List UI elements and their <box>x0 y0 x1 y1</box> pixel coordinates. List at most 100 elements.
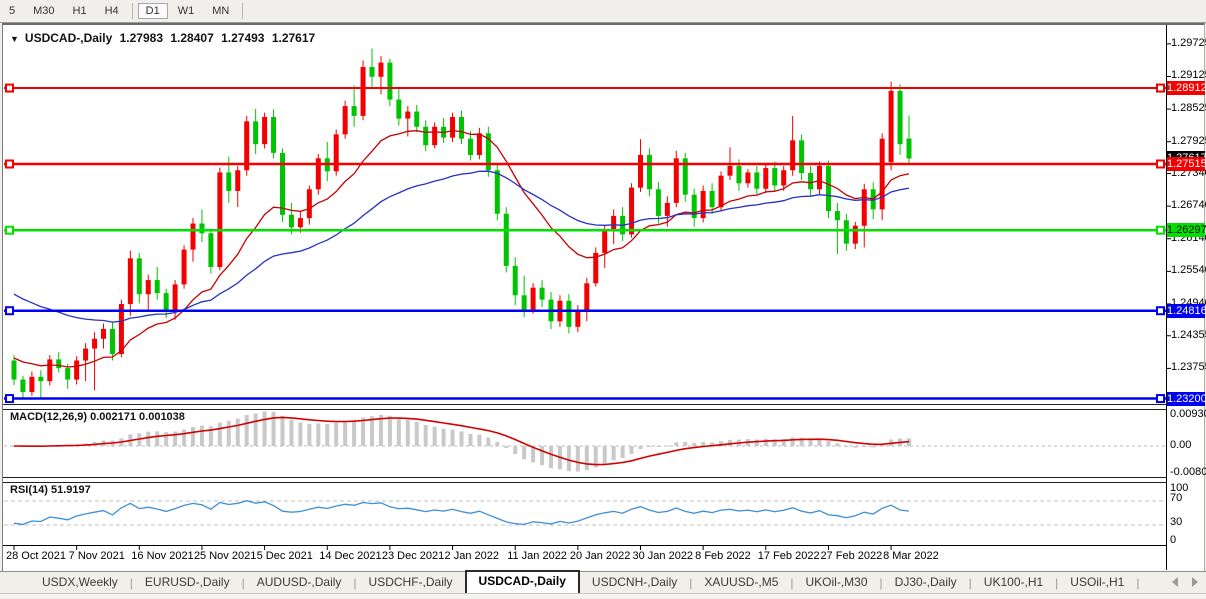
hline-handle[interactable] <box>5 159 14 169</box>
candle-body <box>217 172 223 268</box>
hline-handle[interactable] <box>1156 159 1165 169</box>
chart-tab-USDCAD-Daily[interactable]: USDCAD-,Daily <box>464 570 580 593</box>
candle-body <box>136 258 142 295</box>
macd-histogram-bar <box>692 442 697 446</box>
macd-histogram-bar <box>781 438 786 446</box>
hline-handle[interactable] <box>1156 83 1165 93</box>
candle-body <box>584 283 590 311</box>
timeframe-button-H1[interactable]: H1 <box>72 5 87 17</box>
candle-body <box>172 284 178 312</box>
macd-histogram-bar <box>468 433 473 446</box>
candle-body <box>288 214 294 228</box>
macd-histogram-bar <box>880 444 885 446</box>
macd-histogram-bar <box>325 424 330 446</box>
candle-body <box>208 233 214 268</box>
rsi-indicator-label: RSI(14) 51.9197 <box>10 484 91 496</box>
chart-tab-USDX-Weekly[interactable]: USDX,Weekly <box>42 575 118 589</box>
chart-tab-UK100-H1[interactable]: UK100-,H1 <box>983 575 1044 589</box>
macd-histogram-bar <box>334 422 339 446</box>
macd-histogram-bar <box>763 438 768 446</box>
candle-body <box>432 126 438 146</box>
candle-body <box>611 215 617 232</box>
macd-histogram-bar <box>790 437 795 446</box>
macd-histogram-bar <box>808 438 813 446</box>
candle-body <box>736 165 742 184</box>
candle-body <box>244 121 250 171</box>
timeframe-button-MN[interactable]: MN <box>212 5 230 17</box>
macd-histogram-bar <box>862 446 867 447</box>
candle-body <box>83 348 89 361</box>
macd-histogram-bar <box>683 441 688 446</box>
chart-tab-DJ30-Daily[interactable]: DJ30-,Daily <box>894 575 957 589</box>
chart-tab-USDCNH-Daily[interactable]: USDCNH-,Daily <box>591 575 678 589</box>
candle-body <box>333 134 339 172</box>
candle-body <box>342 106 348 135</box>
macd-values: 0.002171 0.001038 <box>90 411 185 423</box>
macd-histogram-bar <box>754 439 759 446</box>
hline-handle[interactable] <box>1156 306 1165 316</box>
tab-separator: | <box>241 575 245 590</box>
macd-histogram-bar <box>611 446 616 461</box>
macd-histogram-bar <box>844 446 849 447</box>
macd-histogram-bar <box>361 417 366 446</box>
hline-handle[interactable] <box>5 306 14 316</box>
candle-body <box>101 328 106 339</box>
timeframe-button-W1[interactable]: W1 <box>177 5 195 17</box>
timeframe-button-D1[interactable]: D1 <box>137 3 168 19</box>
macd-histogram-bar <box>477 434 482 446</box>
macd-histogram-bar <box>728 439 732 446</box>
macd-histogram-bar <box>262 411 267 446</box>
timeframe-button-H4[interactable]: H4 <box>104 5 119 17</box>
ohlc-high: 1.28407 <box>170 31 214 45</box>
chart-tab-USDCHF-Daily[interactable]: USDCHF-,Daily <box>368 575 453 589</box>
rsi-value: 51.9197 <box>50 484 91 496</box>
macd-histogram-bar <box>343 420 348 446</box>
timeframe-button-5[interactable]: 5 <box>9 5 16 17</box>
hline-handle[interactable] <box>5 225 14 235</box>
toolbar-separator <box>242 3 244 19</box>
macd-histogram-bar <box>405 419 410 446</box>
macd-histogram-bar <box>853 446 858 448</box>
chart-tab-XAUUSD-M5[interactable]: XAUUSD-,M5 <box>704 575 779 589</box>
macd-histogram-bar <box>387 415 392 446</box>
candle-body <box>602 231 608 253</box>
macd-histogram-bar <box>772 439 777 446</box>
candle-body <box>253 121 259 145</box>
hline-handle[interactable] <box>5 394 14 404</box>
timeframe-button-M30[interactable]: M30 <box>33 5 55 17</box>
macd-histogram-bar <box>495 441 500 446</box>
candle-body <box>378 62 384 77</box>
chart-tab-UKOil-M30[interactable]: UKOil-,M30 <box>805 575 868 589</box>
macd-histogram-bar <box>522 446 527 460</box>
tab-separator: | <box>790 575 794 590</box>
candle-body <box>11 360 17 380</box>
status-strip <box>0 593 1206 599</box>
macd-histogram-bar <box>566 446 571 472</box>
candle-body <box>494 170 500 214</box>
macd-histogram-bar <box>540 446 545 466</box>
toolbar-separator <box>131 3 133 19</box>
macd-histogram-bar <box>871 446 876 448</box>
macd-histogram-bar <box>486 437 491 446</box>
candle-body <box>199 223 205 234</box>
tab-scroll-left-icon[interactable] <box>1172 577 1178 587</box>
chart-tab-USOil-H1[interactable]: USOil-,H1 <box>1070 575 1125 589</box>
macd-histogram-bar <box>665 445 670 447</box>
candle-body <box>897 90 903 145</box>
macd-histogram-bar <box>799 437 804 446</box>
hline-handle[interactable] <box>1156 394 1165 404</box>
hline-handle[interactable] <box>5 83 14 93</box>
candle-body <box>825 165 831 212</box>
candle-body <box>154 280 160 294</box>
macd-histogram-bar <box>584 446 589 471</box>
macd-histogram-bar <box>164 432 169 446</box>
chart-tab-AUDUSD-Daily[interactable]: AUDUSD-,Daily <box>256 575 342 589</box>
macd-histogram-bar <box>217 422 222 446</box>
hline-handle[interactable] <box>1156 225 1165 235</box>
candle-body <box>772 168 778 186</box>
macd-histogram-bar <box>513 446 518 455</box>
collapse-triangle-icon[interactable]: ▼ <box>10 34 19 44</box>
tab-scroll-right-icon[interactable] <box>1192 577 1198 587</box>
chart-tab-EURUSD-Daily[interactable]: EURUSD-,Daily <box>144 575 230 589</box>
